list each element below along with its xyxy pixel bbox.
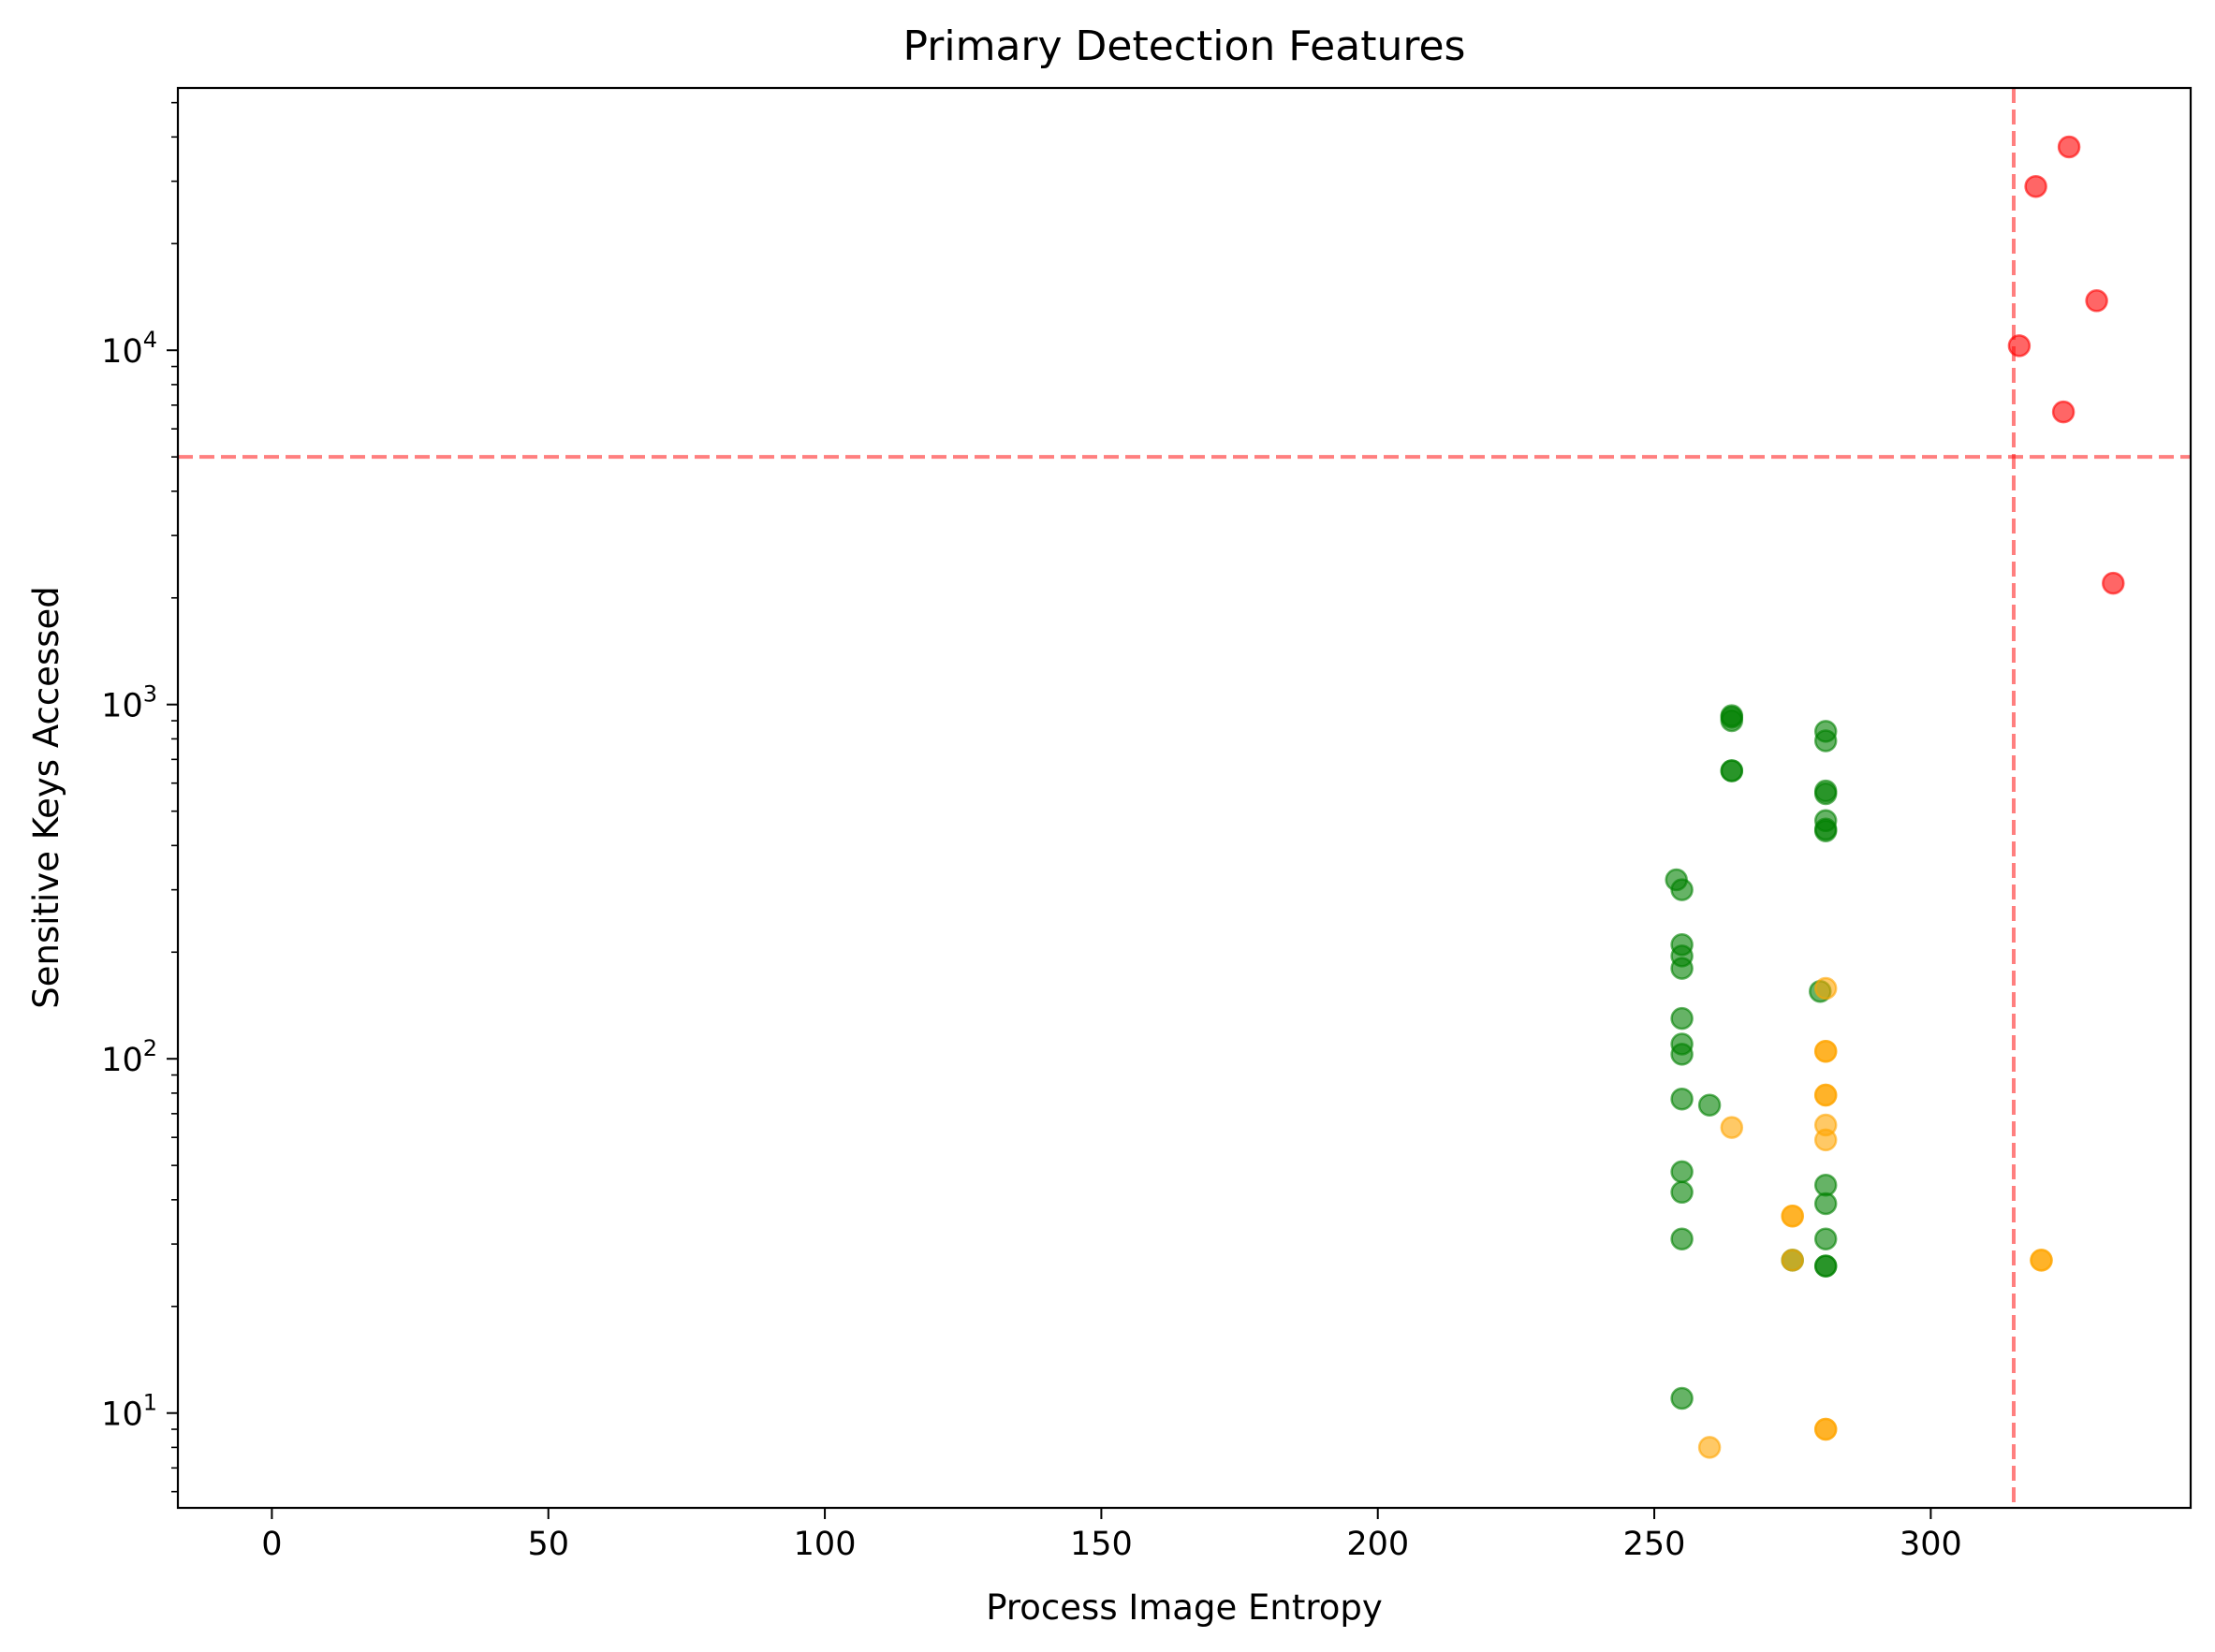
scatter-point [1813,1417,1838,1441]
scatter-point [1781,1249,1804,1272]
axis-ticks: 0 50 100 150 200 250 300 101 102 103 104 [101,101,1962,1563]
scatter-point [1697,1436,1722,1459]
y-tick-label: 103 [101,681,157,725]
scatter-point [1813,1191,1838,1216]
y-tick-label: 102 [101,1035,157,1079]
y-tick-label: 101 [101,1390,157,1434]
scatter-point [2085,289,2108,313]
plot-area [178,88,2191,1508]
x-tick-label: 200 [1346,1526,1409,1563]
scatter-point [1670,1006,1694,1031]
scatter-point [1697,1093,1722,1117]
scatter-point [1813,1227,1838,1250]
scatter-point [2030,1249,2053,1272]
plot-frame [176,86,2193,1510]
x-tick-label: 250 [1623,1526,1686,1563]
scatter-point [1670,1043,1694,1066]
scatter-point [1813,782,1838,806]
scatter-point [1720,1116,1744,1139]
scatter-point [1813,1254,1838,1278]
x-tick-label: 100 [794,1526,857,1563]
y-tick-label: 104 [101,327,157,371]
scatter-point [1781,1204,1804,1228]
scatter-point [1670,1227,1694,1250]
chart-title: Primary Detection Features [903,22,1466,70]
x-tick-label: 50 [527,1526,569,1563]
scatter-point [2051,400,2076,424]
scatter-point [1813,1083,1838,1107]
scatter-point [1670,1386,1694,1411]
scatter-point [1670,1087,1694,1111]
scatter-point [1813,1039,1838,1063]
x-tick-label: 300 [1900,1526,1962,1563]
scatter-point [2057,135,2081,159]
x-tick-label: 0 [261,1526,282,1563]
scatter-point [1720,759,1744,782]
scatter-point [1670,878,1694,901]
scatter-point [2102,571,2125,595]
scatter-point [1670,1160,1694,1184]
scatter-point [1720,709,1744,733]
scatter-point [1670,1180,1694,1205]
y-axis-label: Sensitive Keys Accessed [26,586,66,1009]
scatter-point [1670,957,1694,980]
scatter-point [1813,817,1838,841]
x-axis-label: Process Image Entropy [986,1587,1383,1628]
x-tick-label: 150 [1070,1526,1133,1563]
scatter-point [1813,976,1838,1001]
scatter-point [1813,729,1838,753]
scatter-point [1813,1128,1838,1152]
scatter-point [2024,174,2047,198]
